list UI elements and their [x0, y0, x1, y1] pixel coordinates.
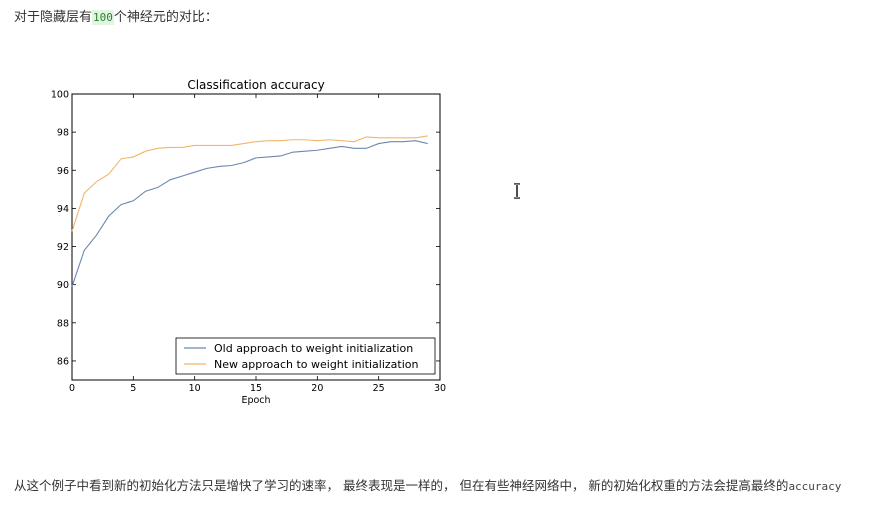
y-tick-label: 92 — [57, 242, 69, 253]
x-tick-label: 15 — [250, 383, 262, 394]
intro-code: 100 — [92, 10, 114, 25]
legend-box — [175, 337, 436, 375]
x-axis-label: Epoch — [241, 395, 270, 406]
x-tick-label: 0 — [69, 383, 75, 394]
y-tick-label: 90 — [57, 280, 69, 291]
intro-suffix: 个神经元的对比： — [113, 10, 218, 25]
y-tick-label: 94 — [57, 204, 69, 215]
conclusion-paragraph: 从这个例子中看到新的初始化方法只是增快了学习的速率， 最终表现是一样的， 但在有… — [14, 476, 841, 497]
text-cursor-icon — [514, 183, 520, 199]
plot-area — [71, 93, 441, 381]
x-tick-label: 25 — [373, 383, 385, 394]
conclusion-text: 从这个例子中看到新的初始化方法只是增快了学习的速率， 最终表现是一样的， 但在有… — [14, 478, 789, 493]
legend-label-2: New approach to weight initialization — [214, 358, 419, 371]
legend-label-1: Old approach to weight initialization — [214, 342, 413, 355]
series-line-1 — [71, 140, 428, 287]
intro-paragraph: 对于隐藏层有100个神经元的对比： — [14, 8, 218, 28]
y-tick-label: 96 — [57, 166, 69, 177]
y-tick-label: 88 — [57, 318, 69, 329]
y-tick-label: 98 — [57, 128, 69, 139]
y-tick-label: 86 — [57, 356, 69, 367]
conclusion-code: accuracy — [788, 480, 842, 493]
x-tick-label: 5 — [130, 383, 136, 394]
x-tick-label: 30 — [434, 383, 446, 394]
x-tick-label: 10 — [189, 383, 201, 394]
chart-title: Classification accuracy — [187, 78, 324, 92]
x-tick-label: 20 — [311, 383, 323, 394]
y-tick-label: 100 — [51, 90, 69, 101]
intro-prefix: 对于隐藏层有 — [14, 10, 93, 25]
series-line-2 — [71, 135, 428, 232]
